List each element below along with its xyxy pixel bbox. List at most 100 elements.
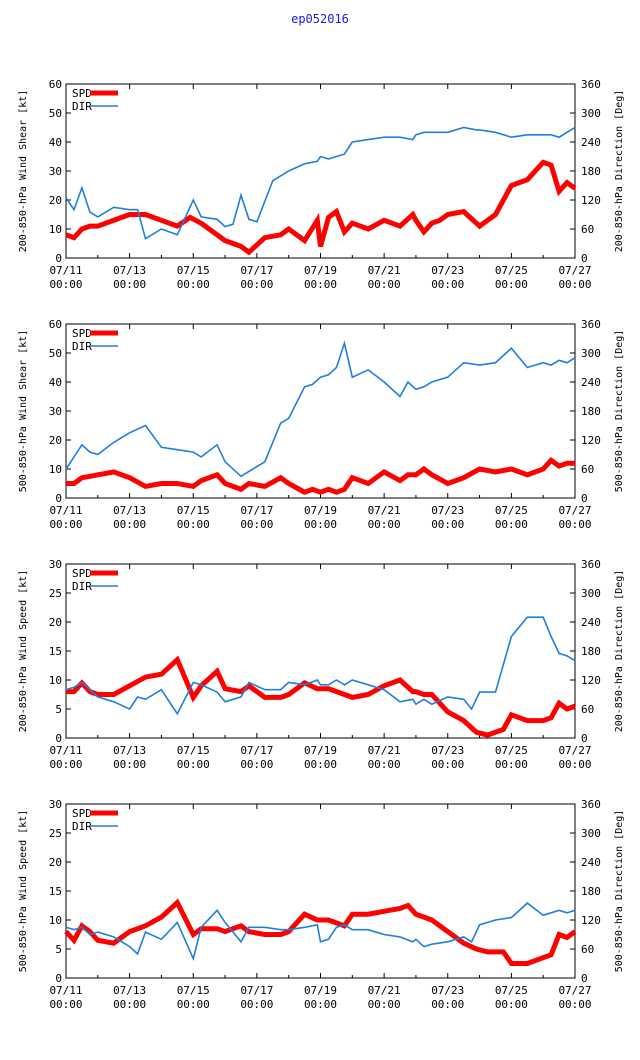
- x-tick-label-time: 00:00: [113, 998, 146, 1011]
- y-right-axis-label: 200-850-hPa Direction [Deg]: [614, 570, 625, 733]
- dir-series-line: [65, 902, 576, 962]
- y-left-tick-label: 60: [49, 78, 62, 91]
- x-tick-label-date: 07/19: [304, 744, 337, 757]
- dir-series-line: [65, 616, 576, 716]
- x-tick-label-date: 07/25: [495, 264, 528, 277]
- x-tick-label-time: 00:00: [177, 278, 210, 291]
- x-tick-label-time: 00:00: [113, 518, 146, 531]
- y-right-axis-label: 500-850-hPa Direction [Deg]: [614, 810, 625, 973]
- x-tick-label-date: 07/23: [431, 744, 464, 757]
- y-left-tick-label: 30: [49, 558, 62, 571]
- spd-series-line: [66, 655, 576, 738]
- y-left-tick-label: 20: [49, 616, 62, 629]
- y-right-tick-label: 60: [581, 703, 594, 716]
- x-tick-label-date: 07/19: [304, 504, 337, 517]
- x-tick-label-time: 00:00: [49, 518, 82, 531]
- x-tick-label-time: 00:00: [49, 758, 82, 771]
- y-left-tick-label: 25: [49, 827, 62, 840]
- y-right-tick-label: 60: [581, 943, 594, 956]
- y-left-tick-label: 10: [49, 223, 62, 236]
- page-title: ep052016: [291, 12, 349, 26]
- x-tick-label-date: 07/23: [431, 264, 464, 277]
- legend-spd-label: SPD: [72, 567, 92, 580]
- legend-dir-label: DIR: [72, 580, 92, 593]
- x-tick-label-date: 07/17: [240, 984, 273, 997]
- chart-panel-2: 010203040506006012018024030036007/1100:0…: [18, 318, 625, 531]
- x-tick-label-date: 07/27: [558, 984, 591, 997]
- x-tick-label-date: 07/27: [558, 504, 591, 517]
- x-tick-label-date: 07/21: [368, 984, 401, 997]
- x-tick-label-date: 07/27: [558, 744, 591, 757]
- y-right-tick-label: 120: [581, 434, 601, 447]
- y-right-tick-label: 180: [581, 885, 601, 898]
- y-right-tick-label: 120: [581, 194, 601, 207]
- y-left-tick-label: 20: [49, 194, 62, 207]
- y-right-axis-label: 200-850-hPa Direction [Deg]: [614, 90, 625, 253]
- x-tick-label-time: 00:00: [558, 518, 591, 531]
- y-right-axis-label: 500-850-hPa Direction [Deg]: [614, 330, 625, 493]
- y-left-tick-label: 0: [55, 972, 62, 985]
- dir-series-line: [65, 340, 576, 478]
- y-left-tick-label: 20: [49, 434, 62, 447]
- y-left-axis-label: 500-850-hPa Wind Speed [kt]: [18, 810, 29, 973]
- y-right-tick-label: 0: [581, 252, 588, 265]
- x-tick-label-time: 00:00: [495, 998, 528, 1011]
- y-right-tick-label: 240: [581, 856, 601, 869]
- x-tick-label-time: 00:00: [49, 278, 82, 291]
- legend-spd-label: SPD: [72, 327, 92, 340]
- y-left-tick-label: 5: [55, 703, 62, 716]
- y-right-tick-label: 120: [581, 674, 601, 687]
- x-tick-label-time: 00:00: [304, 758, 337, 771]
- x-tick-label-date: 07/17: [240, 264, 273, 277]
- y-left-tick-label: 0: [55, 492, 62, 505]
- x-tick-label-date: 07/13: [113, 984, 146, 997]
- x-tick-label-date: 07/11: [49, 504, 82, 517]
- chart-panel-4: 05101520253006012018024030036007/1100:00…: [18, 798, 625, 1011]
- x-tick-label-time: 00:00: [558, 758, 591, 771]
- x-tick-label-time: 00:00: [558, 998, 591, 1011]
- y-left-tick-label: 10: [49, 674, 62, 687]
- x-tick-label-date: 07/21: [368, 744, 401, 757]
- y-left-tick-label: 25: [49, 587, 62, 600]
- x-tick-label-date: 07/25: [495, 504, 528, 517]
- y-left-tick-label: 15: [49, 645, 62, 658]
- y-left-tick-label: 0: [55, 732, 62, 745]
- x-tick-label-date: 07/13: [113, 264, 146, 277]
- y-left-tick-label: 10: [49, 914, 62, 927]
- y-left-axis-label: 500-850-hPa Wind Shear [kt]: [18, 330, 29, 493]
- x-tick-label-date: 07/13: [113, 744, 146, 757]
- x-tick-label-date: 07/25: [495, 744, 528, 757]
- y-left-tick-label: 40: [49, 136, 62, 149]
- x-tick-label-date: 07/11: [49, 744, 82, 757]
- spd-series-line: [64, 898, 577, 966]
- x-tick-label-time: 00:00: [304, 518, 337, 531]
- y-left-tick-label: 15: [49, 885, 62, 898]
- y-right-tick-label: 180: [581, 645, 601, 658]
- y-right-tick-label: 360: [581, 318, 601, 331]
- x-tick-label-time: 00:00: [240, 518, 273, 531]
- x-tick-label-date: 07/11: [49, 264, 82, 277]
- x-tick-label-time: 00:00: [304, 998, 337, 1011]
- x-tick-label-time: 00:00: [177, 518, 210, 531]
- x-tick-label-time: 00:00: [558, 278, 591, 291]
- x-tick-label-date: 07/19: [304, 984, 337, 997]
- x-tick-label-date: 07/13: [113, 504, 146, 517]
- x-tick-label-time: 00:00: [495, 278, 528, 291]
- y-right-tick-label: 360: [581, 558, 601, 571]
- x-tick-label-time: 00:00: [113, 278, 146, 291]
- y-left-tick-label: 5: [55, 943, 62, 956]
- x-tick-label-time: 00:00: [431, 278, 464, 291]
- y-right-tick-label: 240: [581, 376, 601, 389]
- x-tick-label-time: 00:00: [431, 758, 464, 771]
- spd-series-line: [66, 456, 575, 495]
- x-tick-label-time: 00:00: [368, 518, 401, 531]
- plot-frame: [65, 563, 576, 739]
- x-tick-label-date: 07/15: [177, 264, 210, 277]
- dir-series-line: [65, 126, 576, 240]
- y-right-tick-label: 240: [581, 136, 601, 149]
